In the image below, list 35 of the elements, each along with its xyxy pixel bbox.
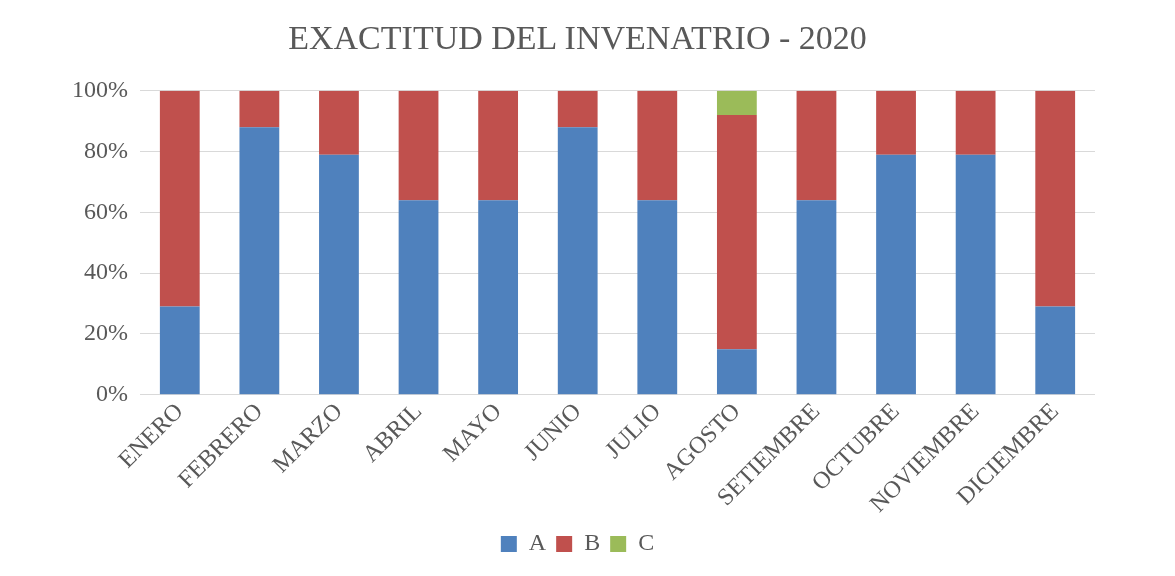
bar [478, 200, 519, 395]
bar [876, 90, 916, 155]
bar [398, 90, 439, 201]
y-tick-label: 40% [83, 258, 128, 285]
y-tick-label: 80% [83, 136, 128, 163]
y-tick-label: 100% [71, 76, 128, 103]
legend-label: C [638, 529, 655, 556]
chart-title: EXACTITUD DEL INVENATRIO - 2020 [288, 19, 867, 57]
bar [716, 115, 757, 350]
bar [557, 90, 598, 128]
bar [716, 349, 757, 395]
y-tick-label: 0% [95, 380, 128, 407]
bar [637, 90, 678, 201]
y-tick-label: 60% [83, 197, 128, 224]
bar [319, 90, 359, 155]
bar [955, 90, 996, 155]
bar [796, 200, 837, 395]
bar [637, 200, 678, 395]
bar [876, 154, 916, 395]
bar [557, 127, 598, 395]
bar [239, 127, 280, 395]
bar [955, 154, 996, 395]
bar [1035, 90, 1076, 307]
bar [796, 90, 837, 201]
bar [159, 90, 200, 307]
bar [1035, 306, 1076, 395]
bar [319, 154, 359, 395]
y-tick-label: 20% [83, 319, 128, 346]
legend-label: A [528, 529, 547, 556]
bar [239, 90, 280, 128]
legend-label: B [584, 529, 601, 556]
bar [159, 306, 200, 395]
bar [716, 90, 757, 116]
bar [398, 200, 439, 395]
bar [478, 90, 519, 201]
